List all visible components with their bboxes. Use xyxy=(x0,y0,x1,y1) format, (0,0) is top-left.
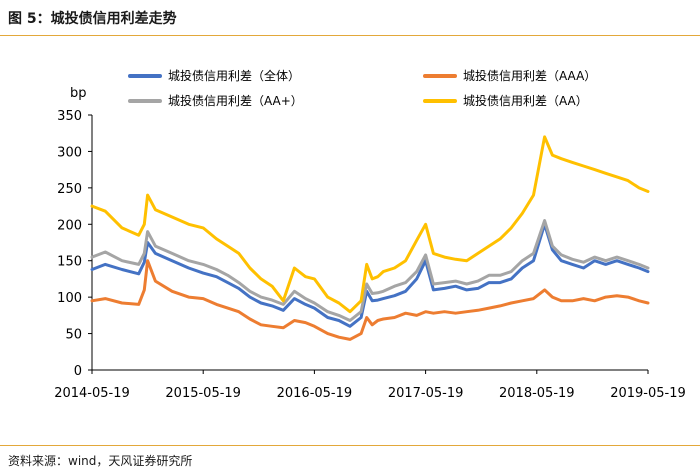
legend-label-2: 城投债信用利差（AA+） xyxy=(168,93,303,108)
bottom-rule xyxy=(0,445,700,446)
series-line-2 xyxy=(90,219,650,322)
line-chart: 城投债信用利差（全体） 城投债信用利差（AAA） 城投债信用利差（AA+） 城投债信用… xyxy=(54,68,686,401)
y-tick-label: 300 xyxy=(57,145,82,160)
legend-label-0: 城投债信用利差（全体） xyxy=(168,68,300,83)
source-note: 资料来源：wind，天风证券研究所 xyxy=(8,454,193,468)
y-tick-label: 350 xyxy=(57,109,82,124)
y-axis-label: bp xyxy=(70,86,87,101)
y-tick-label: 250 xyxy=(57,182,82,197)
series-line-0 xyxy=(90,222,650,328)
y-axis: 0 50 100 150 200 250 300 350 xyxy=(57,109,93,379)
legend-label-3: 城投债信用利差（AA） xyxy=(463,93,588,108)
series-line-1 xyxy=(90,259,650,341)
x-tick-label: 2015-05-19 xyxy=(165,386,241,401)
legend: 城投债信用利差（全体） 城投债信用利差（AAA） 城投债信用利差（AA+） 城投债信用… xyxy=(128,68,596,108)
legend-label-1: 城投债信用利差（AAA） xyxy=(463,68,596,83)
y-tick-label: 150 xyxy=(57,255,82,270)
top-rule xyxy=(0,35,700,36)
series-lines xyxy=(90,135,650,341)
figure-title: 图 5：城投债信用利差走势 xyxy=(8,11,177,27)
series-line-3 xyxy=(90,135,650,314)
y-tick-label: 0 xyxy=(74,364,82,379)
x-tick-label: 2016-05-19 xyxy=(277,386,353,401)
x-tick-label: 2018-05-19 xyxy=(499,386,575,401)
x-tick-label: 2017-05-19 xyxy=(388,386,464,401)
y-tick-label: 200 xyxy=(57,218,82,233)
x-axis: 2014-05-19 2015-05-19 2016-05-19 2017-05-19… xyxy=(54,369,686,401)
x-tick-label: 2019-05-19 xyxy=(610,386,686,401)
y-tick-label: 100 xyxy=(57,291,82,306)
x-tick-label: 2014-05-19 xyxy=(54,386,130,401)
y-tick-label: 50 xyxy=(65,328,82,343)
